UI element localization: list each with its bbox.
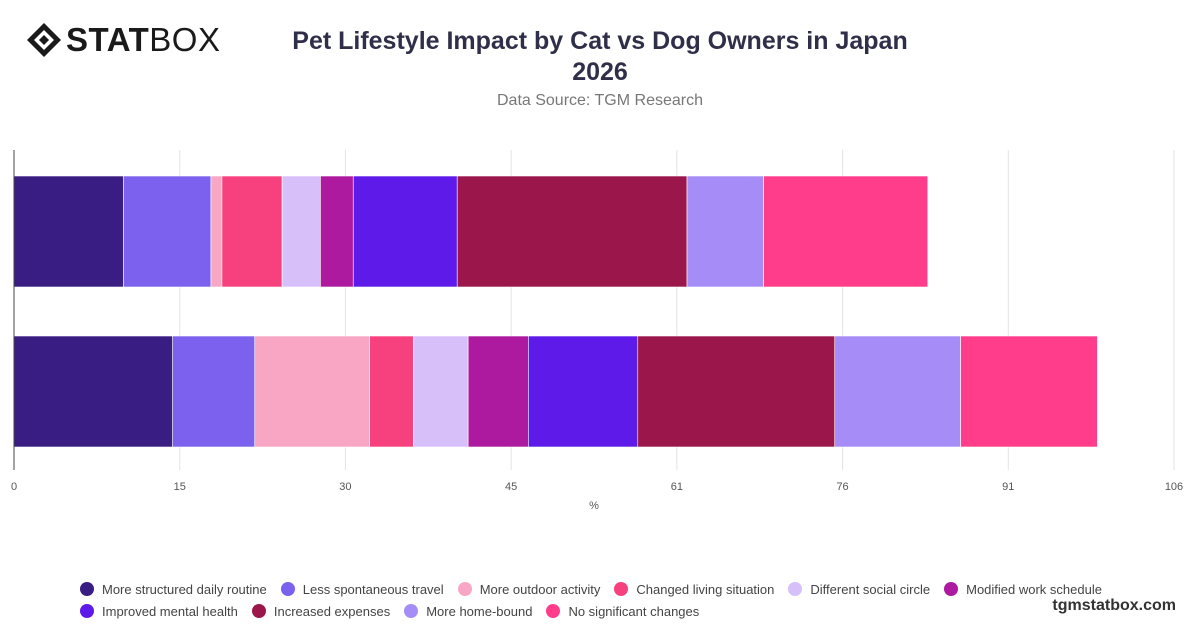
bar-segment [686, 175, 764, 288]
x-tick-label: 76 [836, 481, 848, 493]
legend-label: More structured daily routine [102, 581, 267, 597]
x-tick-label: 106 [1165, 481, 1183, 493]
chart-subtitle: Data Source: TGM Research [496, 92, 703, 109]
bar-segment [763, 175, 929, 288]
legend-swatch [546, 604, 561, 618]
bar-segment [352, 175, 458, 288]
legend-item: More structured daily routine [80, 580, 267, 598]
chart-legend: More structured daily routine Less sponta… [80, 580, 1120, 620]
legend-swatch [251, 604, 266, 618]
bar-segment [960, 335, 1098, 448]
legend-item: Changed living situation [614, 580, 774, 598]
legend-swatch [788, 582, 803, 596]
bar-segment [456, 175, 688, 288]
legend-label: No significant changes [568, 603, 700, 619]
bar-segment [637, 335, 836, 448]
bar-segment [528, 335, 639, 448]
legend-swatch [404, 604, 419, 618]
x-tick-label: 61 [671, 481, 683, 493]
x-tick-label: 30 [339, 481, 351, 493]
footer-site: tgmstatbox.com [1052, 597, 1176, 614]
legend-item: Less spontaneous travel [280, 580, 444, 598]
legend-swatch [80, 604, 94, 618]
legend-label: Changed living situation [636, 581, 775, 597]
legend-label: More outdoor activity [479, 581, 601, 597]
bar-segment [13, 175, 124, 288]
bar-segment [13, 335, 173, 448]
legend-item: Increased expenses [251, 602, 391, 620]
legend-item: More home-bound [404, 602, 532, 620]
legend-swatch [80, 582, 94, 596]
legend-item: More outdoor activity [457, 580, 601, 598]
legend-label: Improved mental health [102, 603, 238, 619]
chart-title: Pet Lifestyle Impact by Cat vs Dog Owner… [292, 27, 908, 86]
legend-item: Improved mental health [80, 602, 238, 620]
stacked-bar-chart: 0 15 30 45 61 76 91 106% [11, 150, 1183, 512]
bar-segment [254, 335, 370, 448]
diamond-logo-icon [27, 23, 61, 57]
legend-swatch [457, 582, 472, 596]
bar-segment [467, 335, 529, 448]
legend-item: No significant changes [546, 602, 699, 620]
x-tick-label: 15 [174, 481, 186, 493]
x-axis-label: % [589, 500, 599, 512]
statbox-logo: STATBOX [26, 22, 220, 58]
bar-segment [123, 175, 212, 288]
bar-segment [221, 175, 283, 288]
legend-label: More home-bound [426, 603, 533, 619]
bar-segment [210, 175, 223, 288]
x-tick-label: 45 [505, 481, 517, 493]
bar-segment [320, 175, 354, 288]
bar-segment [172, 335, 256, 448]
logo-wordmark: STATBOX [66, 21, 221, 58]
legend-item: Different social circle [788, 580, 930, 598]
bar-segment [834, 335, 961, 448]
bar-segment [281, 175, 321, 288]
bar-segment [369, 335, 414, 448]
x-tick-label: 0 [11, 481, 17, 493]
legend-label: Less spontaneous travel [302, 581, 444, 597]
legend-label: Different social circle [810, 581, 931, 597]
legend-label: Increased expenses [273, 603, 391, 619]
legend-swatch [280, 582, 295, 596]
legend-label: Modified work schedule [966, 581, 1102, 597]
x-tick-label: 91 [1002, 481, 1014, 493]
legend-item: Modified work schedule [944, 580, 1102, 598]
legend-swatch [944, 582, 959, 596]
bar-segment [413, 335, 469, 448]
legend-swatch [614, 582, 629, 596]
